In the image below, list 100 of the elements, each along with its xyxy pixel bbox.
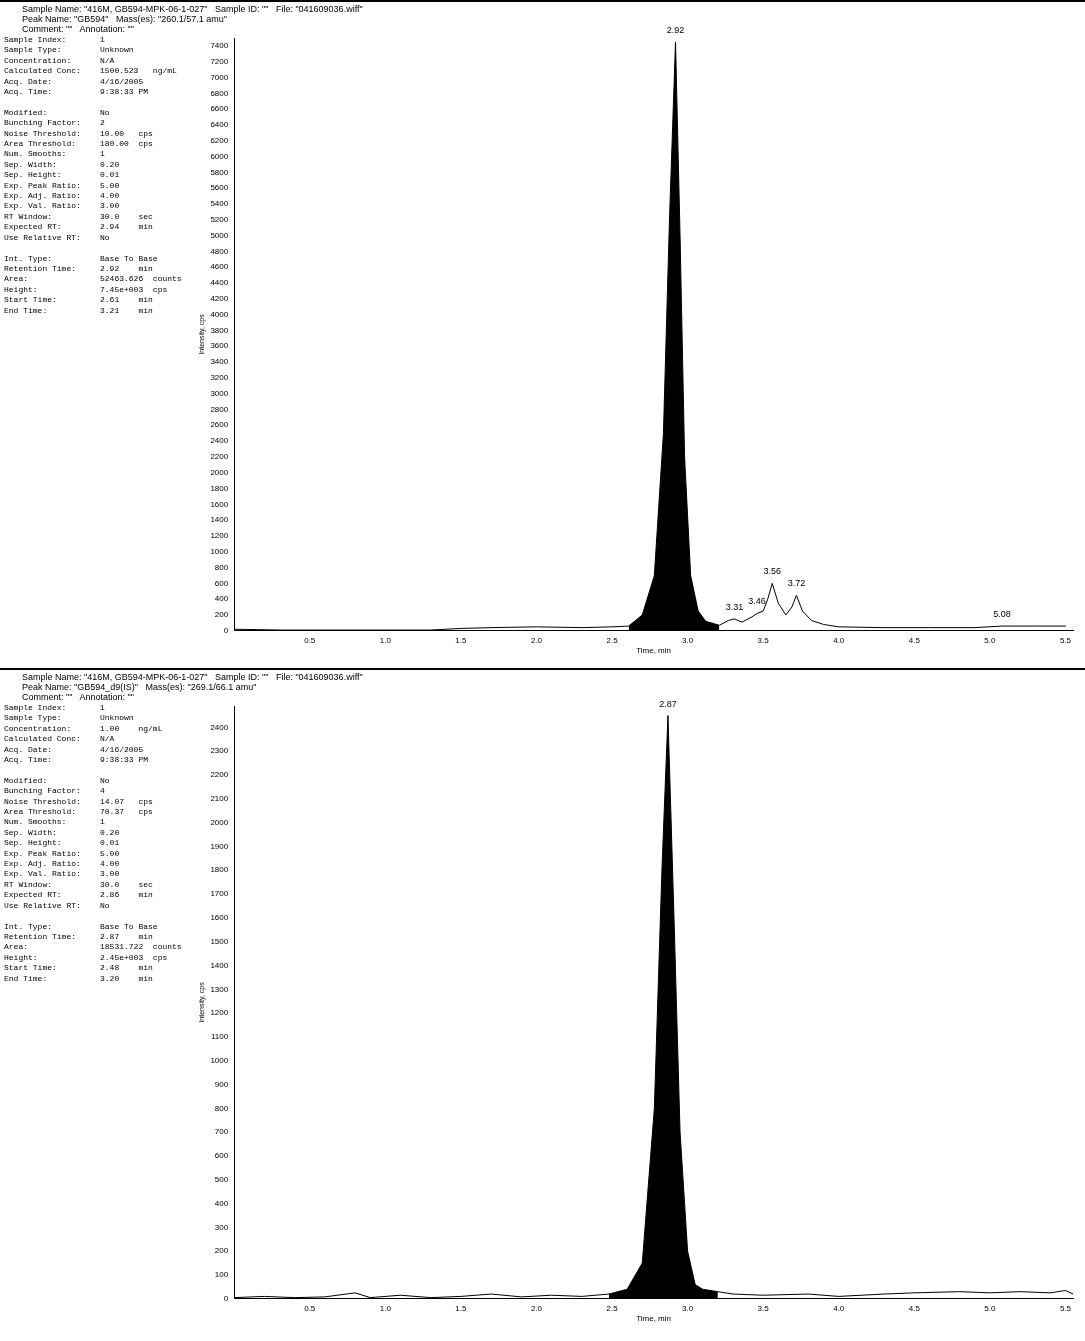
text: Sample Type: Unknown bbox=[4, 713, 135, 724]
annotation: 3.72 bbox=[787, 578, 806, 589]
x-tick-label: 3.5 bbox=[757, 1303, 770, 1313]
annotation: 5.08 bbox=[993, 609, 1011, 620]
x-tick-label: 4.5 bbox=[908, 635, 921, 645]
x-tick-label: 1.0 bbox=[379, 1303, 392, 1313]
text: Start Time: 2.61 min bbox=[4, 295, 154, 306]
y-tick-label: 1700 bbox=[210, 889, 229, 899]
x-tick-label: 3.0 bbox=[682, 1303, 694, 1313]
text: Area: 52463.626 counts bbox=[4, 274, 182, 285]
y-tick-label: 1600 bbox=[210, 499, 229, 509]
text: Retention Time: 2.87 min bbox=[4, 931, 154, 943]
y-tick-label: 700 bbox=[214, 1127, 229, 1137]
x-tick-label: 1.0 bbox=[379, 635, 392, 645]
x-axis-title: Time, min bbox=[636, 646, 672, 656]
y-tick-label: 5800 bbox=[210, 167, 229, 177]
x-tick-label: 1.5 bbox=[455, 635, 468, 645]
text: Acq. Time: 9:38:33 PM bbox=[4, 87, 150, 98]
y-tick-label: 1000 bbox=[210, 546, 229, 556]
y-tick-label: 2100 bbox=[210, 794, 229, 804]
y-tick-label: 7200 bbox=[210, 56, 229, 66]
annotation: 2.92 bbox=[666, 24, 685, 35]
y-tick-label: 1200 bbox=[210, 1008, 229, 1018]
y-tick-label: 400 bbox=[214, 1198, 229, 1208]
text: Exp. Adj. Ratio: 4.00 bbox=[4, 191, 121, 202]
y-tick-label: 1300 bbox=[210, 984, 229, 994]
text: Bunching Factor: 2 bbox=[4, 118, 106, 129]
y-tick-label: 0 bbox=[223, 1294, 229, 1303]
text: Int. Type: Base To Base bbox=[4, 921, 159, 932]
y-tick-label: 2800 bbox=[210, 404, 229, 414]
y-tick-label: 900 bbox=[214, 1079, 229, 1089]
y-tick-label: 6800 bbox=[210, 88, 229, 98]
y-tick-label: 2600 bbox=[210, 420, 229, 430]
text: Exp. Val. Ratio: 3.00 bbox=[4, 869, 121, 880]
x-tick-label: 0.5 bbox=[304, 635, 316, 645]
y-tick-label: 1900 bbox=[210, 841, 229, 851]
text: Exp. Val. Ratio: 3.00 bbox=[4, 201, 121, 212]
text: Area Threshold: 70.37 cps bbox=[4, 807, 154, 818]
y-tick-label: 1000 bbox=[210, 1055, 229, 1065]
text: End Time: 3.20 min bbox=[4, 973, 154, 984]
text: Acq. Date: 4/16/2005 bbox=[4, 76, 145, 88]
x-tick-label: 2.5 bbox=[606, 1303, 619, 1313]
x-tick-label: 5.0 bbox=[984, 635, 996, 645]
text: Comment: "" Annotation: "" bbox=[22, 692, 135, 702]
text: Retention Time: 2.92 min bbox=[4, 263, 154, 275]
y-tick-label: 2400 bbox=[210, 722, 229, 732]
y-tick-label: 2200 bbox=[210, 452, 229, 462]
x-tick-label: 2.0 bbox=[530, 1303, 543, 1313]
y-tick-label: 1400 bbox=[210, 960, 229, 970]
y-tick-label: 4200 bbox=[210, 294, 229, 304]
text: RT Window: 30.0 sec bbox=[4, 211, 154, 223]
x-axis-title: Time, min bbox=[636, 1314, 672, 1324]
x-tick-label: 4.0 bbox=[833, 1303, 845, 1313]
y-tick-label: 3600 bbox=[210, 341, 229, 351]
y-tick-label: 6200 bbox=[210, 135, 229, 145]
text: Comment: "" Annotation: "" bbox=[22, 24, 135, 34]
text: Num. Smooths: 1 bbox=[4, 149, 106, 160]
text: Expected RT: 2.94 min bbox=[4, 222, 154, 233]
text: Sample Name: "416M, GB594-MPK-06-1-027" Sample ID: "" File: "041609036.wiff" bbox=[22, 4, 363, 14]
y-tick-label: 1600 bbox=[210, 913, 229, 923]
text: Calculated Conc: 1500.523 ng/mL bbox=[4, 66, 178, 77]
x-tick-label: 3.5 bbox=[757, 635, 770, 645]
y-tick-label: 5000 bbox=[210, 230, 229, 240]
y-tick-label: 1100 bbox=[210, 1032, 229, 1042]
annotation: 3.56 bbox=[763, 566, 782, 577]
y-tick-label: 6000 bbox=[210, 151, 229, 161]
y-tick-label: 2000 bbox=[210, 817, 229, 827]
text: Modified: No bbox=[4, 775, 111, 787]
y-tick-label: 4800 bbox=[210, 246, 229, 256]
x-tick-label: 5.0 bbox=[984, 1303, 996, 1313]
text: Peak Name: "GB594_d9(IS)" Mass(es): "269.1/66.1 amu" bbox=[22, 682, 258, 692]
text: Num. Smooths: 1 bbox=[4, 817, 106, 828]
x-tick-label: 4.0 bbox=[833, 635, 845, 645]
text: Concentration: 1.00 ng/mL bbox=[4, 723, 164, 735]
text: Area: 18531.722 counts bbox=[4, 942, 182, 953]
annotation: 2.87 bbox=[659, 698, 677, 709]
y-tick-label: 800 bbox=[214, 562, 229, 572]
text: Sample Index: 1 bbox=[4, 35, 106, 46]
text: Sep. Height: 0.01 bbox=[4, 838, 121, 849]
y-tick-label: 2200 bbox=[210, 770, 229, 780]
x-tick-label: 2.5 bbox=[606, 635, 619, 645]
y-tick-label: 3800 bbox=[210, 325, 229, 335]
x-tick-label: 3.0 bbox=[682, 635, 694, 645]
y-tick-label: 6400 bbox=[210, 120, 229, 130]
text: Sample Name: "416M, GB594-MPK-06-1-027" Sample ID: "" File: "041609036.wiff" bbox=[22, 672, 363, 682]
y-tick-label: 800 bbox=[214, 1103, 229, 1113]
y-tick-label: 1800 bbox=[210, 483, 229, 493]
y-tick-label: 200 bbox=[214, 1246, 229, 1256]
y-tick-label: 5600 bbox=[210, 183, 229, 193]
y-tick-label: 600 bbox=[214, 578, 229, 588]
annotation: 3.31 bbox=[725, 601, 744, 612]
y-tick-label: 200 bbox=[214, 610, 229, 620]
y-tick-label: 4000 bbox=[210, 309, 229, 319]
y-tick-label: 0 bbox=[223, 626, 229, 635]
text: Bunching Factor: 4 bbox=[4, 786, 106, 797]
text: End Time: 3.21 min bbox=[4, 305, 154, 316]
y-tick-label: 5400 bbox=[210, 199, 229, 209]
text: Peak Name: "GB594" Mass(es): "260.1/57.1 amu" bbox=[22, 14, 228, 24]
y-tick-label: 1800 bbox=[210, 865, 229, 875]
text: Acq. Time: 9:38:33 PM bbox=[4, 755, 150, 766]
